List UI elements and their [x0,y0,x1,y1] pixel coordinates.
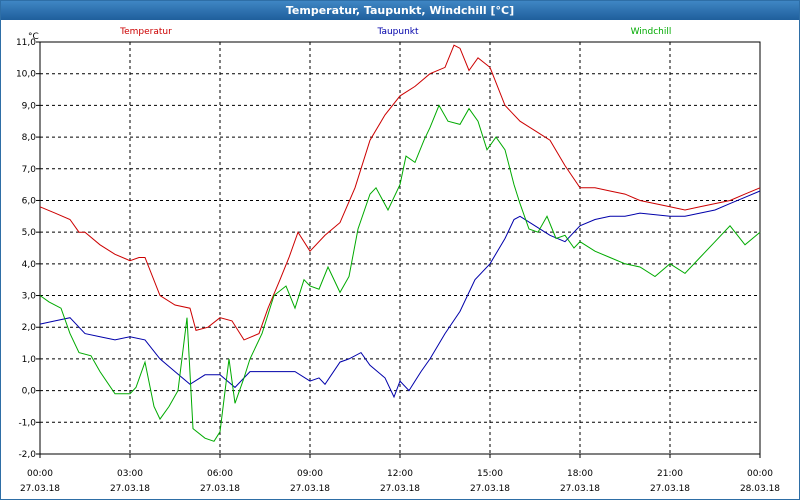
y-tick-label: 4,0 [22,260,37,270]
y-tick-label: 5,0 [22,228,37,238]
legend-entry-temperatur: Temperatur [119,27,172,37]
x-tick-time-label: 06:00 [207,469,233,479]
x-tick-date-label: 27.03.18 [650,484,690,494]
series-line-windchill [39,104,761,442]
line-chart: 11,0 10,0 9,0 8,0 7,0 6,0 5,0 4,0 3,0 2,0 1,0 0,0 -1… [16,27,780,494]
y-tick-label: 1,0 [22,355,37,365]
x-tick-time-label: 21:00 [657,469,683,479]
y-tick-label: 11,0 [16,38,36,48]
x-tick-time-label: 12:00 [387,469,413,479]
window-title: Temperatur, Taupunkt, Windchill [°C] [1,1,799,20]
y-tick-label: 8,0 [22,133,37,143]
x-tick-date-label: 27.03.18 [110,484,150,494]
x-tick-time-label: 09:00 [297,469,323,479]
y-tick-label: 2,0 [22,323,37,333]
x-tick-time-label: 15:00 [477,469,503,479]
x-tick-time-label: 18:00 [567,469,593,479]
x-tick-date-label: 27.03.18 [380,484,420,494]
legend-entry-taupunkt: Taupunkt [376,27,419,37]
x-tick-time-label: 00:00 [27,469,53,479]
plot-area [39,41,761,455]
series-line-taupunkt [39,190,761,399]
x-tick-date-label: 27.03.18 [560,484,600,494]
y-tick-label: 9,0 [22,101,37,111]
legend-entry-windchill: Windchill [631,27,672,37]
y-tick-label: -1,0 [18,418,36,428]
x-tick-date-label: 27.03.18 [290,484,330,494]
x-tick-time-label: 00:00 [747,469,773,479]
y-tick-label: 7,0 [22,165,37,175]
x-tick-date-label: 27.03.18 [470,484,510,494]
y-tick-label: -2,0 [18,450,36,460]
x-tick-date-label: 27.03.18 [200,484,240,494]
y-tick-label: 3,0 [22,292,37,302]
y-tick-label: 10,0 [16,70,36,80]
x-tick-date-label: 27.03.18 [20,484,60,494]
x-tick-date-label: 28.03.18 [740,484,780,494]
x-tick-time-label: 03:00 [117,469,143,479]
y-tick-label: 0,0 [22,387,37,397]
y-tick-label: 6,0 [22,196,37,206]
y-unit-label: °C [28,32,39,42]
series-line-temperatur [39,44,761,341]
